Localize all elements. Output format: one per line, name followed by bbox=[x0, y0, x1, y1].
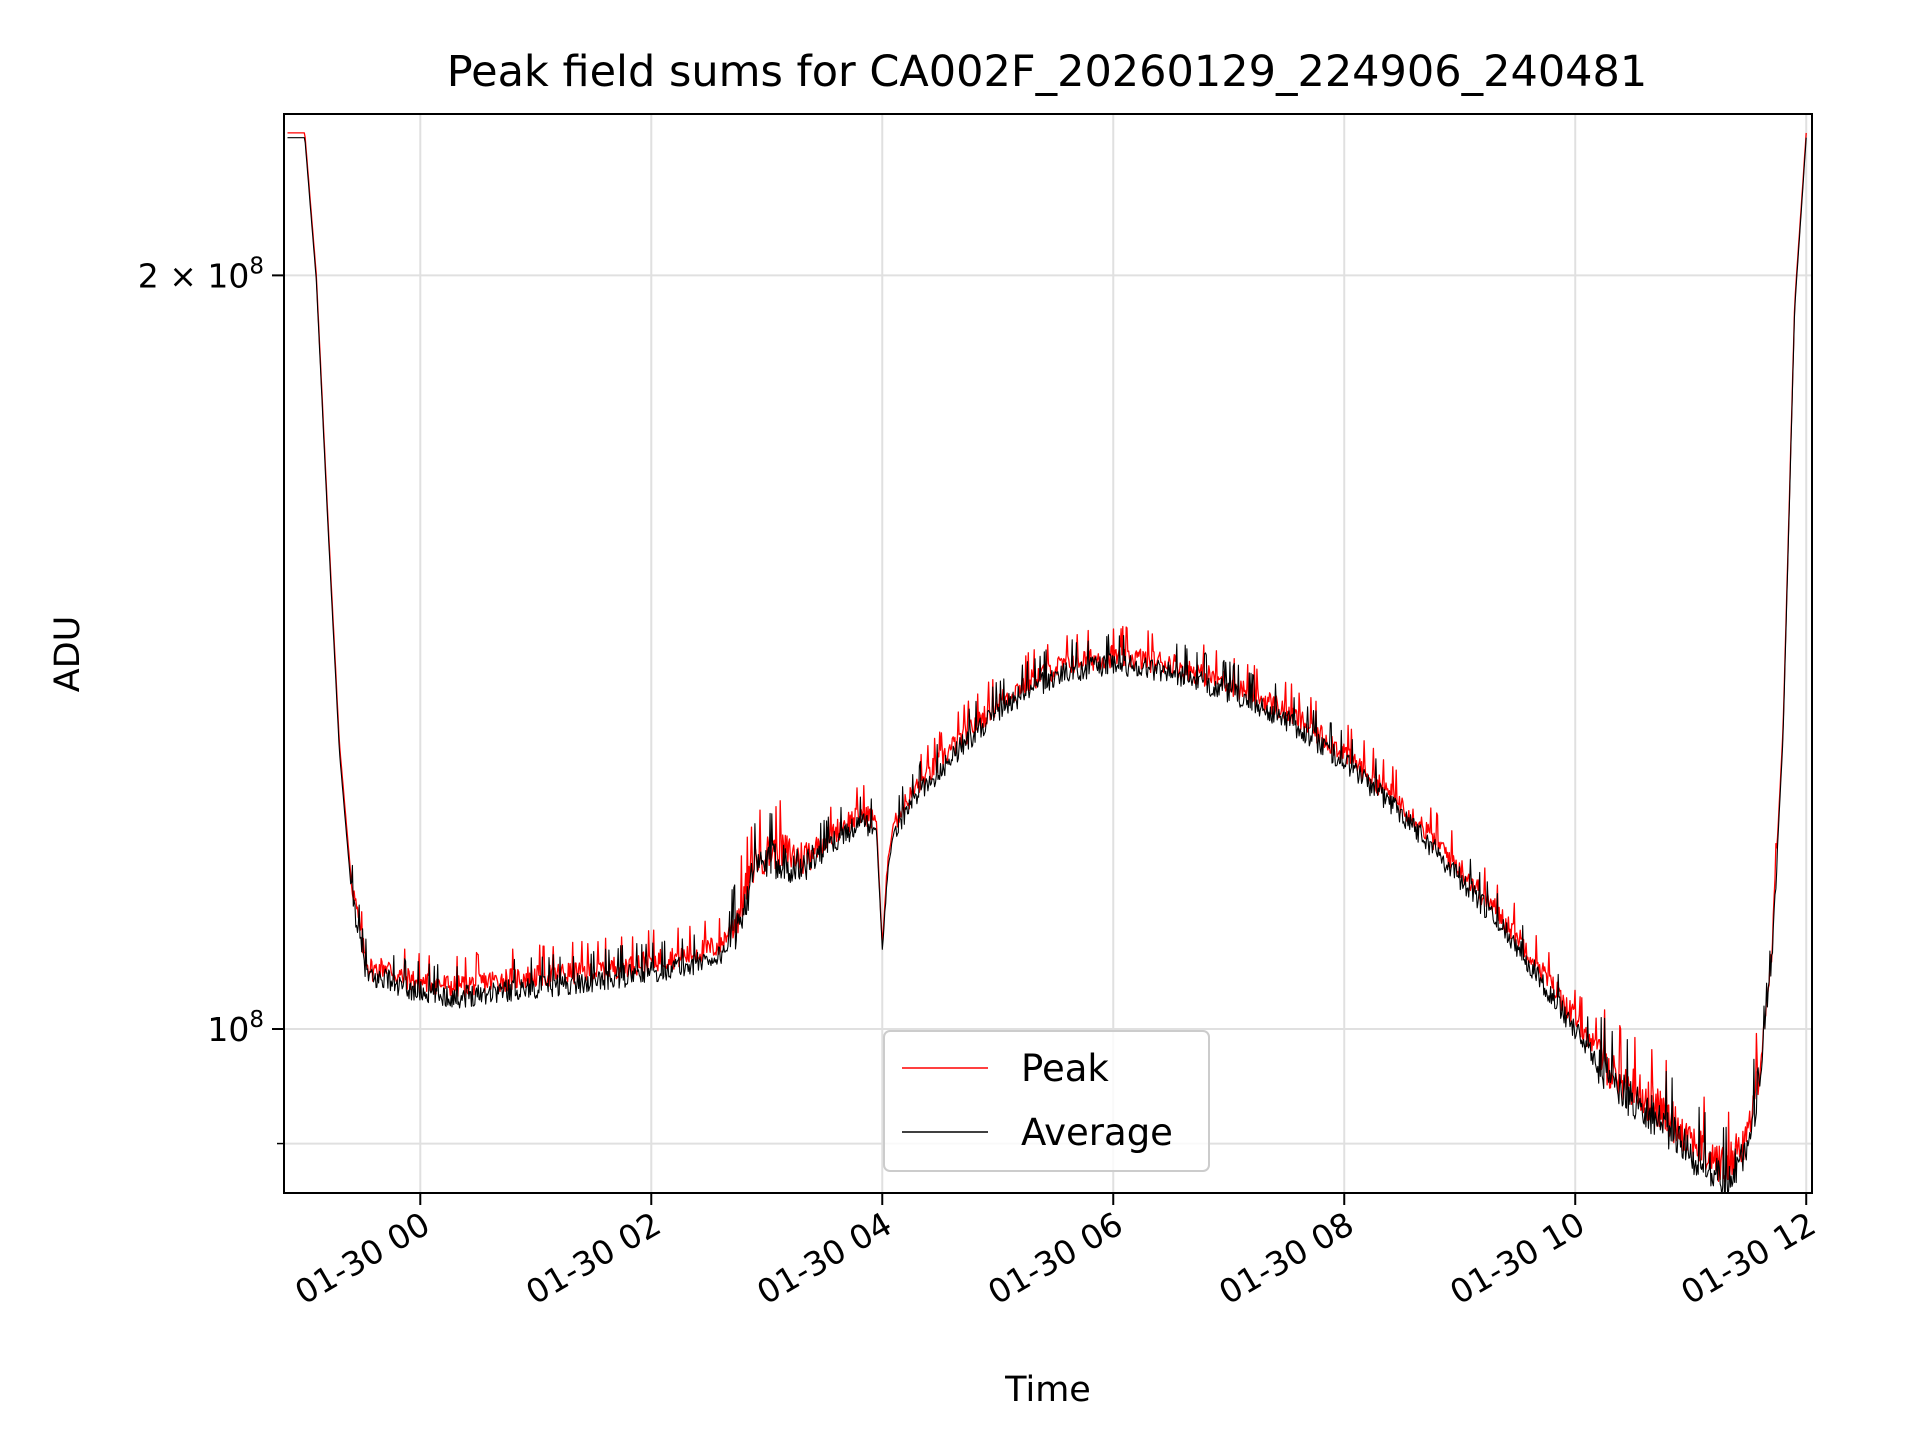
x-axis-title: Time bbox=[1004, 1370, 1091, 1410]
legend: Peak Average bbox=[883, 1030, 1210, 1172]
y-tick-label: 108 bbox=[207, 1007, 264, 1049]
series-layer bbox=[287, 132, 1807, 1193]
legend-label-average: Average bbox=[1021, 1111, 1173, 1154]
legend-label-peak: Peak bbox=[1021, 1047, 1109, 1090]
series-line-average bbox=[287, 137, 1807, 1193]
legend-box bbox=[883, 1030, 1210, 1172]
y-tick-label: 2 × 108 bbox=[138, 253, 264, 295]
plot-frame bbox=[283, 113, 1813, 1194]
y-axis-title: ADU bbox=[48, 616, 88, 693]
grid-layer bbox=[284, 114, 1812, 1193]
y-axis: 108 2 × 108 bbox=[138, 253, 284, 1145]
chart-title: Peak field sums for CA002F_20260129_2249… bbox=[447, 47, 1648, 97]
